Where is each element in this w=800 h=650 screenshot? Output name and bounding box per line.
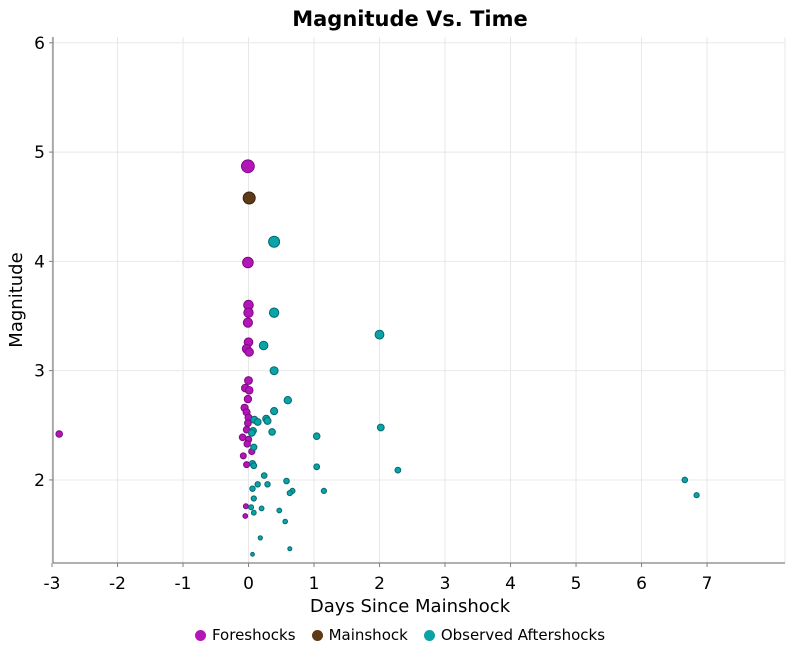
scatter-point-observed-aftershocks bbox=[257, 535, 263, 541]
x-tick-label: 6 bbox=[636, 574, 647, 594]
scatter-point-observed-aftershocks bbox=[248, 429, 256, 437]
scatter-point-observed-aftershocks bbox=[250, 495, 257, 502]
scatter-point-foreshocks bbox=[243, 307, 254, 318]
scatter-point-observed-aftershocks bbox=[254, 481, 261, 488]
scatter-point-foreshocks bbox=[242, 317, 253, 328]
scatter-point-observed-aftershocks bbox=[376, 423, 385, 432]
tick-marks bbox=[49, 42, 708, 567]
x-tick-label: 4 bbox=[505, 574, 516, 594]
scatter-point-foreshocks bbox=[243, 440, 251, 448]
scatter-point-foreshocks bbox=[244, 419, 252, 428]
scatter-point-observed-aftershocks bbox=[313, 463, 321, 471]
x-tick-label: 1 bbox=[309, 574, 320, 594]
legend-item-mainshock: Mainshock bbox=[311, 626, 408, 644]
chart-title: Magnitude Vs. Time bbox=[292, 7, 528, 31]
legend-item-foreshocks: Foreshocks bbox=[194, 626, 296, 644]
scatter-point-observed-aftershocks bbox=[282, 518, 289, 525]
scatter-point-foreshocks bbox=[242, 503, 249, 510]
scatter-point-observed-aftershocks bbox=[268, 428, 276, 436]
x-tick-label: -1 bbox=[175, 574, 192, 594]
scatter-point-observed-aftershocks bbox=[286, 490, 293, 497]
axis-lines bbox=[52, 37, 785, 564]
y-tick-label: 2 bbox=[34, 471, 45, 491]
y-tick-label: 6 bbox=[34, 34, 45, 54]
scatter-point-observed-aftershocks bbox=[249, 485, 256, 492]
x-tick-label: 5 bbox=[571, 574, 582, 594]
gridlines bbox=[51, 37, 786, 563]
x-axis-title: Days Since Mainshock bbox=[310, 596, 511, 617]
scatter-point-observed-aftershocks bbox=[258, 505, 265, 512]
scatter-point-foreshocks bbox=[55, 430, 64, 438]
scatter-point-observed-aftershocks bbox=[264, 481, 271, 488]
scatter-point-observed-aftershocks bbox=[693, 492, 700, 499]
scatter-point-observed-aftershocks bbox=[250, 443, 258, 451]
scatter-point-observed-aftershocks bbox=[253, 418, 262, 426]
legend-label-aftershocks: Observed Aftershocks bbox=[440, 626, 606, 644]
scatter-point-observed-aftershocks bbox=[258, 340, 269, 351]
scatter-point-mainshock bbox=[242, 191, 256, 205]
legend-item-aftershocks: Observed Aftershocks bbox=[423, 626, 606, 644]
scatter-point-foreshocks bbox=[244, 376, 253, 385]
aftershocks-dot-icon bbox=[423, 629, 435, 641]
scatter-point-observed-aftershocks bbox=[250, 509, 257, 516]
scatter-point-observed-aftershocks bbox=[681, 476, 689, 484]
y-tick-label: 3 bbox=[34, 362, 45, 382]
scatter-point-observed-aftershocks bbox=[394, 466, 402, 474]
x-tick-label: 3 bbox=[440, 574, 451, 594]
scatter-point-foreshocks bbox=[243, 394, 253, 404]
y-axis-title: Magnitude bbox=[6, 252, 27, 347]
chart-legend: Foreshocks Mainshock Observed Aftershock… bbox=[0, 626, 800, 644]
scatter-point-observed-aftershocks bbox=[283, 477, 290, 485]
scatter-point-observed-aftershocks bbox=[260, 472, 268, 479]
foreshocks-dot-icon bbox=[194, 629, 206, 641]
scatter-point-observed-aftershocks bbox=[248, 504, 255, 511]
scatter-point-foreshocks bbox=[239, 452, 247, 460]
scatter-point-observed-aftershocks bbox=[250, 551, 255, 557]
scatter-point-observed-aftershocks bbox=[270, 407, 279, 416]
x-tick-label: 0 bbox=[243, 574, 254, 594]
scatter-point-observed-aftershocks bbox=[320, 487, 327, 494]
scatter-point-observed-aftershocks bbox=[269, 366, 279, 376]
mainshock-dot-icon bbox=[311, 629, 323, 641]
scatter-point-observed-aftershocks bbox=[283, 396, 292, 405]
scatter-point-foreshocks bbox=[242, 513, 249, 519]
legend-label-mainshock: Mainshock bbox=[328, 626, 408, 644]
scatter-point-observed-aftershocks bbox=[250, 462, 258, 470]
x-tick-label: -3 bbox=[44, 574, 61, 594]
scatter-point-foreshocks bbox=[243, 461, 251, 469]
x-tick-label: 2 bbox=[374, 574, 385, 594]
y-tick-label: 5 bbox=[34, 143, 45, 163]
scatter-point-foreshocks bbox=[244, 347, 254, 357]
scatter-point-observed-aftershocks bbox=[263, 416, 272, 425]
scatter-point-foreshocks bbox=[241, 159, 255, 174]
scatter-point-foreshocks bbox=[242, 256, 254, 269]
scatter-point-observed-aftershocks bbox=[312, 432, 321, 441]
scatter-point-observed-aftershocks bbox=[374, 329, 385, 340]
scatter-point-observed-aftershocks bbox=[268, 235, 281, 248]
y-tick-label: 4 bbox=[34, 252, 45, 272]
x-tick-label: -2 bbox=[109, 574, 126, 594]
scatter-point-observed-aftershocks bbox=[287, 546, 293, 552]
scatter-point-foreshocks bbox=[244, 386, 254, 395]
scatter-point-observed-aftershocks bbox=[268, 307, 280, 318]
y-axis-tick-labels: 2 3 4 5 6 bbox=[34, 34, 45, 491]
scatter-point-observed-aftershocks bbox=[276, 507, 283, 514]
data-points bbox=[55, 159, 700, 557]
legend-label-foreshocks: Foreshocks bbox=[211, 626, 296, 644]
x-tick-label: 7 bbox=[702, 574, 713, 594]
x-axis-tick-labels: -3 -2 -1 0 1 2 3 4 5 6 7 bbox=[44, 574, 713, 594]
